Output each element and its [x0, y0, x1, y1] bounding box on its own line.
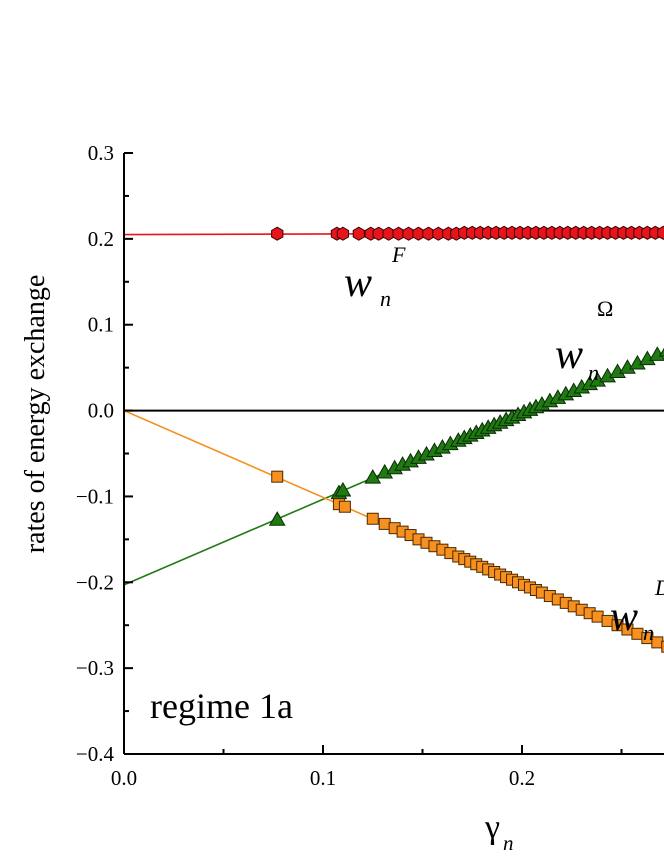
hexagon-point	[336, 226, 349, 241]
tick-labels: 0.30.20.10.0−0.1−0.2−0.3−0.40.0 0.1 0.2	[76, 141, 535, 790]
y-tick-label: −0.1	[76, 484, 114, 508]
y-tick-label: −0.4	[76, 742, 115, 766]
hexagon-point	[657, 225, 664, 240]
regime-annotation: regime 1a	[150, 686, 293, 726]
series-label-subscript: n	[643, 620, 654, 645]
x-axis-title: γ	[484, 809, 500, 846]
hexagon-point	[271, 226, 284, 241]
x-tick-label: 0.2	[509, 766, 535, 790]
square-point	[661, 640, 664, 653]
square-point	[338, 500, 351, 513]
y-tick-label: −0.3	[76, 656, 114, 680]
fit-line-square	[124, 409, 664, 647]
series-label-superscript: D	[654, 575, 664, 600]
square-point	[591, 610, 604, 623]
series-labels: wnFwnΩwnD	[344, 242, 664, 645]
triangle-point	[334, 481, 352, 497]
triangle-point	[268, 511, 286, 526]
series-label-square: w	[610, 594, 638, 640]
square-point	[366, 512, 379, 525]
triangle-point	[658, 347, 664, 357]
x-tick-label: 0.1	[310, 766, 336, 790]
triangle-point	[364, 469, 382, 484]
tick-marks	[123, 152, 623, 755]
series-label-subscript: n	[380, 286, 391, 311]
series-label-superscript: Ω	[597, 296, 613, 321]
data-points	[268, 225, 664, 653]
square-point	[378, 517, 391, 530]
x-tick-label: 0.0	[111, 766, 137, 790]
series-label-hexagon: w	[344, 260, 372, 306]
series-label-superscript: F	[391, 242, 406, 267]
y-tick-label: 0.2	[88, 227, 114, 251]
series-label-subscript: n	[588, 360, 599, 385]
y-tick-label: 0.0	[88, 399, 114, 423]
y-tick-label: −0.2	[76, 570, 114, 594]
y-tick-label: 0.1	[88, 313, 114, 337]
hexagon-point	[352, 226, 365, 241]
x-axis-title-subscript: n	[503, 831, 514, 855]
y-axis-title: rates of energy exchange	[20, 275, 51, 554]
fit-lines	[124, 232, 664, 647]
square-point	[271, 470, 284, 483]
series-label-triangle: w	[555, 332, 583, 378]
y-tick-label: 0.3	[88, 141, 114, 165]
